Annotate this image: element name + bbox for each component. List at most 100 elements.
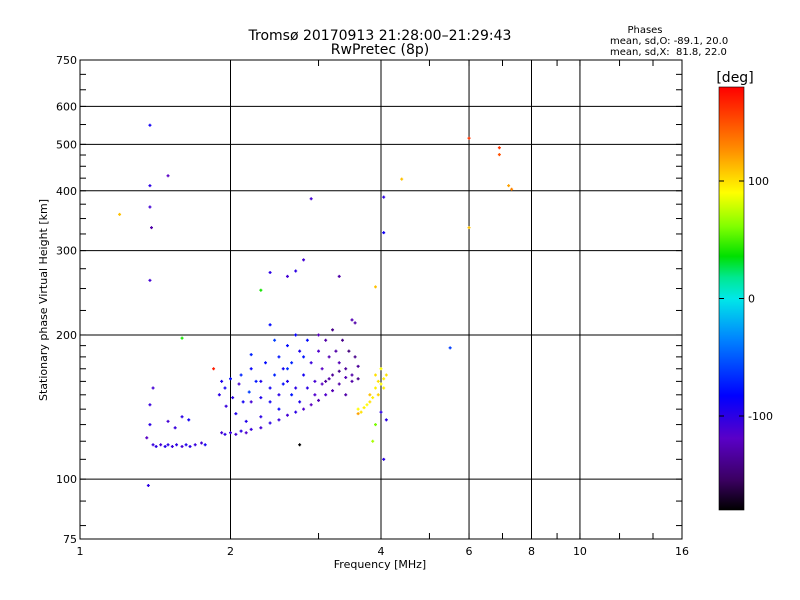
data-point <box>331 389 335 393</box>
data-point <box>376 393 380 397</box>
x-tick-label: 2 <box>227 545 234 558</box>
data-point <box>148 123 152 127</box>
data-point <box>362 406 366 410</box>
data-point <box>313 393 317 397</box>
data-point <box>324 379 328 383</box>
data-point <box>159 443 163 447</box>
data-point <box>254 379 258 383</box>
data-point <box>467 136 471 140</box>
data-point <box>118 212 122 216</box>
data-point <box>231 396 235 400</box>
data-point <box>224 404 228 408</box>
data-point <box>337 361 341 365</box>
plot-frame <box>79 59 683 540</box>
data-point <box>184 443 188 447</box>
data-point <box>294 333 298 337</box>
y-tick-label: 75 <box>63 533 77 546</box>
data-point <box>234 412 238 416</box>
data-point <box>237 382 241 386</box>
x-tick-label: 10 <box>573 545 587 558</box>
y-tick-label: 600 <box>56 100 77 113</box>
data-point <box>249 353 253 357</box>
data-point <box>327 377 331 381</box>
data-point <box>359 410 363 414</box>
data-point <box>268 400 272 404</box>
data-point <box>154 444 158 448</box>
phases-o-stats: mean, sd,O: -89.1, 20.0 <box>610 36 728 47</box>
data-point <box>324 393 328 397</box>
data-point <box>497 146 501 150</box>
data-point <box>384 418 388 422</box>
data-point <box>220 431 224 435</box>
data-point <box>302 258 306 262</box>
data-point <box>320 382 324 386</box>
data-point <box>400 177 404 181</box>
data-point <box>356 412 360 416</box>
y-tick-label: 200 <box>56 329 77 342</box>
data-point <box>365 403 369 407</box>
x-tick-label: 8 <box>528 545 535 558</box>
axis-ticks: 1 2 4 6 8 10 16 75 100 200 300 400 500 600 750 <box>56 54 689 558</box>
data-point <box>350 318 354 322</box>
y-tick-label: 400 <box>56 185 77 198</box>
data-point <box>212 367 216 371</box>
data-point <box>259 426 263 430</box>
data-point <box>353 321 357 325</box>
x-axis-label: Frequency [MHz] <box>334 558 426 571</box>
data-point <box>317 398 321 402</box>
data-point <box>324 338 328 342</box>
data-point <box>334 349 338 353</box>
colorbar-tick-label: 100 <box>748 175 769 188</box>
data-point <box>234 432 238 436</box>
data-point <box>344 376 348 380</box>
x-tick-label: 16 <box>675 545 689 558</box>
data-point <box>302 355 306 359</box>
phases-x-stats: mean, sd,X: 81.8, 22.0 <box>610 47 727 58</box>
data-point <box>448 346 452 350</box>
x-tick-label: 6 <box>466 545 473 558</box>
data-point <box>302 407 306 411</box>
data-point <box>170 444 174 448</box>
data-point <box>353 355 357 359</box>
data-point <box>259 288 263 292</box>
data-point <box>148 278 152 282</box>
data-point <box>331 373 335 377</box>
data-point <box>371 396 375 400</box>
data-point <box>277 418 281 422</box>
colorbar-ticks: 100 0 -100 <box>719 175 773 423</box>
data-point <box>268 271 272 275</box>
data-point <box>313 379 317 383</box>
data-point <box>239 429 243 433</box>
data-point <box>148 205 152 209</box>
data-point <box>268 421 272 425</box>
data-point <box>259 379 263 383</box>
y-tick-label: 750 <box>56 54 77 67</box>
data-point <box>382 195 386 199</box>
data-point <box>239 373 243 377</box>
data-point <box>309 197 313 201</box>
data-point <box>223 432 227 436</box>
data-point <box>285 344 289 348</box>
data-point <box>268 323 272 327</box>
data-point <box>173 426 177 430</box>
data-point <box>268 386 272 390</box>
data-point <box>340 338 344 342</box>
data-point <box>337 382 341 386</box>
data-point <box>294 386 298 390</box>
data-point <box>277 355 281 359</box>
data-point <box>146 483 150 487</box>
data-point <box>379 410 383 414</box>
data-point <box>298 349 302 353</box>
data-point <box>376 379 380 383</box>
chart-subtitle: RwPretec (8p) <box>331 42 429 58</box>
data-point <box>247 390 251 394</box>
data-point <box>148 403 152 407</box>
data-point <box>344 367 348 371</box>
data-point <box>166 443 170 447</box>
data-point <box>305 386 309 390</box>
data-point <box>344 393 348 397</box>
data-point <box>510 187 514 191</box>
data-point <box>285 379 289 383</box>
data-point <box>374 373 378 377</box>
